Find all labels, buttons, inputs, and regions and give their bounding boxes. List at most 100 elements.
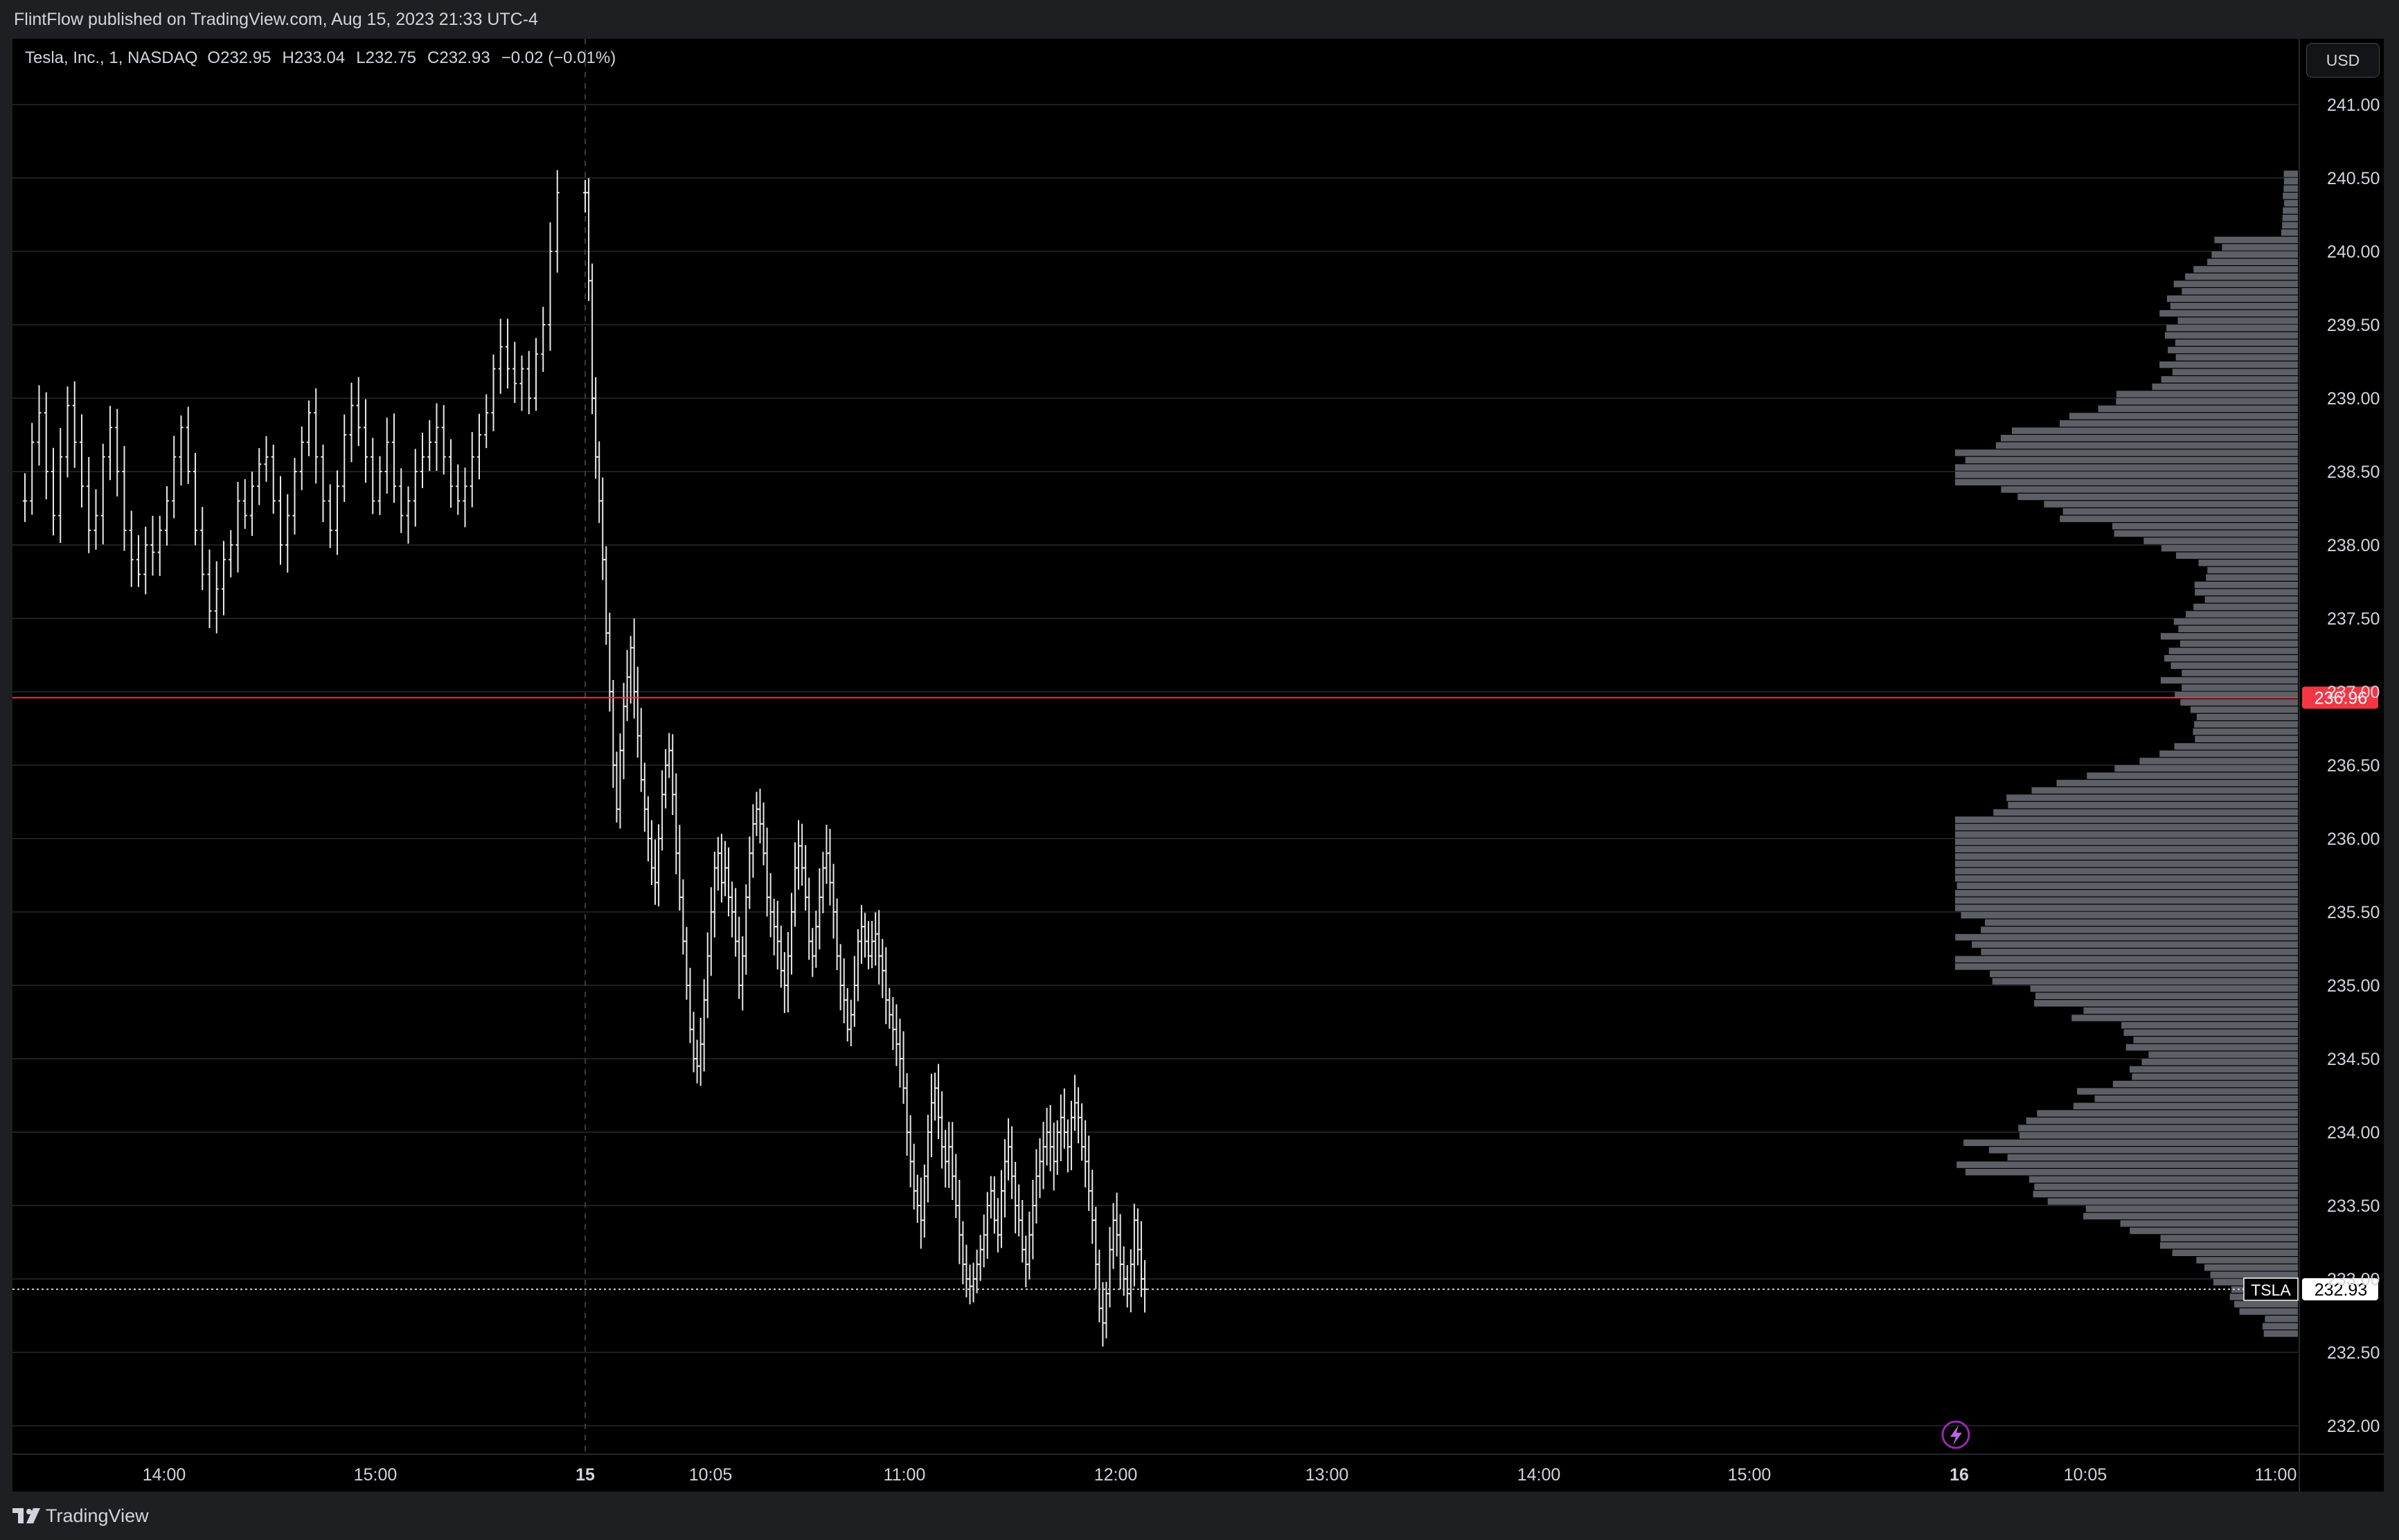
time-tick-label: 10:05 [689, 1465, 733, 1485]
volume-profile-bin [2116, 391, 2298, 397]
price-tick-label: 233.00 [2327, 1270, 2380, 1289]
price-tick-label: 235.00 [2327, 976, 2380, 996]
volume-profile-bin [1972, 941, 2298, 948]
time-tick-label: 16 [1950, 1465, 1969, 1485]
price-tick-label: 236.00 [2327, 830, 2380, 849]
chart-canvas[interactable]: 236.96 232.93 TSLA 232.00 232.50 233.00 233.5… [12, 39, 2384, 1492]
volume-profile-bin [2132, 1073, 2298, 1080]
volume-profile-bin [1955, 890, 2298, 897]
volume-profile-bin [2210, 1271, 2298, 1278]
volume-profile-bin [1955, 933, 2298, 941]
volume-profile-bin [2167, 295, 2298, 302]
price-tick-label: 232.00 [2327, 1417, 2380, 1436]
volume-profile-bin [1955, 853, 2298, 860]
volume-profile-bin [2071, 1014, 2298, 1021]
volume-profile-bin [2194, 721, 2298, 728]
volume-profile-bin [1955, 875, 2298, 882]
volume-profile-bin [2282, 215, 2298, 222]
volume-profile-bin [2123, 1029, 2298, 1036]
publisher-header: FlintFlow published on TradingView.com, … [0, 0, 2399, 39]
volume-profile-bin [2178, 625, 2298, 632]
volume-profile-bin [1993, 809, 2298, 816]
volume-profile-bin [2207, 258, 2298, 265]
publisher-text: FlintFlow published on TradingView.com, … [14, 10, 538, 29]
volume-profile-bin [2143, 537, 2298, 544]
volume-profile-bin [2211, 251, 2298, 258]
price-tick-label: 237.00 [2327, 683, 2380, 702]
volume-profile-bin [2034, 1000, 2298, 1007]
volume-profile-bin [2204, 1264, 2298, 1271]
lightning-bolt-icon[interactable] [1941, 1420, 1970, 1449]
volume-profile-bin [1965, 1169, 2298, 1176]
volume-profile-bin [2186, 611, 2298, 618]
price-tick-label: 238.00 [2327, 536, 2380, 555]
volume-profile-bin [2172, 368, 2298, 375]
volume-profile-bin [2170, 662, 2298, 669]
volume-profile-bin [2006, 794, 2298, 801]
volume-profile-bin [2283, 170, 2298, 177]
symbol-tag-bg [2243, 1278, 2299, 1301]
time-tick-label: 13:00 [1305, 1465, 1349, 1485]
legend-high: H233.04 [282, 48, 346, 67]
last-price-label: 232.93 [2315, 1280, 2367, 1300]
volume-profile-bin [2173, 280, 2298, 287]
legend-open: O232.95 [207, 48, 271, 67]
volume-profile-bin [1955, 868, 2298, 875]
time-tick-label: 14:00 [143, 1465, 186, 1485]
tradingview-brand[interactable]: TradingView [46, 1505, 149, 1526]
red-level-label: 236.96 [2315, 688, 2367, 708]
currency-button[interactable]: USD [2306, 43, 2380, 78]
volume-profile-bin [2069, 413, 2298, 420]
volume-profile-bin [2094, 1095, 2298, 1102]
volume-profile-bin [2130, 1227, 2298, 1235]
volume-profile-bin [2214, 236, 2298, 244]
volume-profile-bin [2017, 493, 2298, 501]
legend-symbol: Tesla, Inc., 1, NASDAQ [25, 48, 198, 67]
volume-profile-bin [1981, 926, 2298, 933]
time-tick-label: 12:00 [1094, 1465, 1138, 1485]
volume-profile-bin [2195, 735, 2298, 742]
volume-profile-bin [2172, 1249, 2298, 1256]
chart-panel[interactable]: 236.96 232.93 TSLA 232.00 232.50 233.00 233.5… [12, 39, 2384, 1492]
price-tick-label: 239.00 [2327, 389, 2380, 409]
volume-profile-bin [2175, 339, 2298, 346]
lightning-bolt-glyph [1950, 1425, 1962, 1445]
volume-profile-bin [2087, 772, 2298, 779]
price-tick-label: 238.50 [2327, 463, 2380, 482]
red-level-label-bg [2302, 686, 2378, 709]
volume-profile-bin [2037, 1110, 2298, 1117]
volume-profile-bin [2044, 501, 2298, 508]
tradingview-logo-icon[interactable] [12, 1505, 43, 1526]
volume-profile-bin [2284, 199, 2298, 207]
volume-profile-bin [2060, 515, 2298, 522]
time-tick-label: 11:00 [2255, 1465, 2297, 1485]
volume-profile-bin [2160, 1235, 2298, 1242]
volume-profile-bin [1955, 904, 2298, 911]
price-tick-label: 237.50 [2327, 609, 2380, 629]
volume-profile-bin [2168, 647, 2298, 654]
volume-profile-bin [2085, 1206, 2298, 1212]
volume-profile-bin [1955, 816, 2298, 823]
volume-profile-bin [2141, 1059, 2298, 1066]
time-tick-label: 15 [576, 1465, 595, 1485]
ohlc-bars [23, 170, 1147, 1347]
volume-profile-bin [2198, 559, 2298, 566]
volume-profile-bin [2060, 420, 2298, 427]
volume-profile-bin [2001, 486, 2298, 493]
volume-profile-bin [2194, 582, 2298, 589]
volume-profile-bin [2161, 376, 2298, 383]
price-tick-label: 240.00 [2327, 242, 2380, 262]
price-tick-label: 239.50 [2327, 316, 2380, 335]
volume-profile-bin [2012, 427, 2298, 434]
volume-profile-bin [2034, 1183, 2298, 1190]
volume-profile-bin [1955, 464, 2298, 471]
volume-profile-bin [1963, 1139, 2298, 1146]
volume-profile-bin [2206, 574, 2298, 581]
volume-profile-bin [2073, 1102, 2298, 1109]
volume-profile-bin [2077, 1088, 2298, 1095]
volume-profile-bin [2283, 207, 2298, 214]
volume-profile-bin [2160, 633, 2298, 640]
volume-profile-bin [1955, 478, 2298, 485]
volume-profile-bin [1955, 860, 2298, 868]
volume-profile-bin [2130, 1066, 2298, 1073]
